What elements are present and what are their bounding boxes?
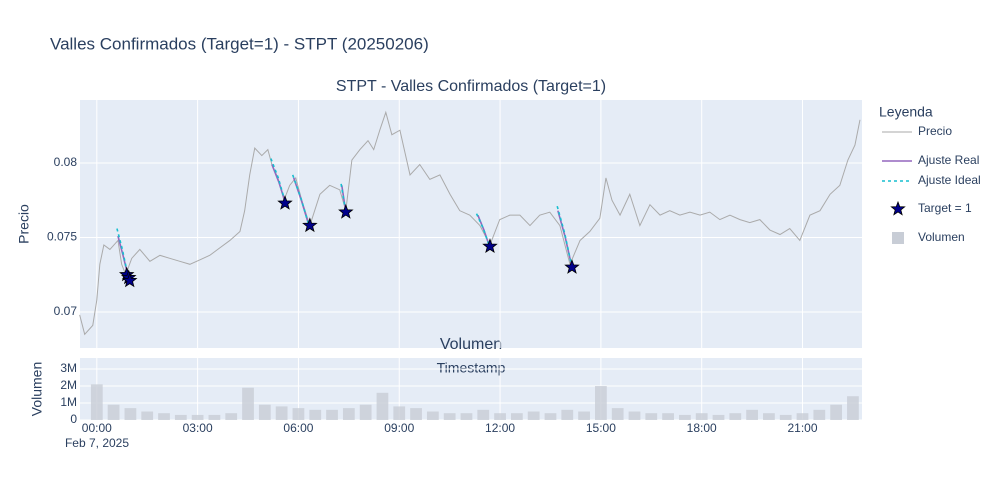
volume-bar	[796, 413, 809, 420]
target-marker	[302, 217, 318, 233]
subplot-title: STPT - Valles Confirmados (Target=1)	[336, 78, 606, 95]
target-marker	[564, 259, 580, 274]
volume-bar	[712, 414, 725, 420]
volume-bar	[191, 414, 204, 420]
volume-bar	[326, 409, 338, 420]
volume-bar	[359, 404, 372, 420]
volume-bar	[510, 413, 523, 420]
volume-bar	[393, 406, 406, 420]
volume-bar	[275, 406, 288, 420]
marks	[79, 110, 861, 420]
volume-bar	[611, 408, 624, 420]
volume-bar	[141, 411, 154, 420]
legend-label: Precio	[918, 124, 952, 138]
legend: Precio Ajuste Real Ajuste Ideal Target = 1 V…	[882, 124, 981, 244]
volume-bar	[813, 409, 826, 420]
legend-label: Ajuste Ideal	[918, 173, 981, 187]
volume-bar	[729, 413, 742, 420]
volume-bar	[662, 413, 674, 420]
grid: 00:00 03:00 06:00 09:00 12:00 15:00 18:00 21:00…	[47, 100, 862, 435]
volume-bar	[309, 409, 322, 420]
volume-bar	[208, 414, 221, 420]
volume-bar	[242, 387, 254, 420]
volume-bar	[645, 413, 658, 420]
volume-bar	[695, 413, 708, 420]
target-marker	[277, 195, 293, 210]
legend-label: Ajuste Real	[918, 153, 979, 167]
legend-label: Volumen	[918, 230, 965, 244]
volume-bar	[426, 411, 439, 420]
volume-bar	[746, 409, 758, 420]
x-tick-label: 09:00	[384, 421, 414, 435]
volume-bar	[477, 409, 490, 420]
y-tick-label: 2M	[60, 378, 77, 392]
volume-bar	[494, 413, 506, 420]
volume-bar	[628, 411, 641, 420]
volume-bar	[779, 414, 792, 420]
x-axis-title: Timestamp	[437, 360, 506, 376]
volume-bar	[342, 408, 355, 420]
target-marker	[338, 204, 354, 219]
legend-label: Target = 1	[918, 201, 972, 215]
volume-bar	[561, 409, 574, 420]
volume-bar	[376, 392, 389, 420]
volume-bar	[90, 384, 103, 420]
y-tick-label: 1M	[60, 395, 77, 409]
ideal-fit-line	[116, 158, 573, 275]
y-tick-label: 0	[70, 412, 77, 426]
y-tick-label: 0.08	[54, 155, 78, 169]
legend-symbol	[892, 232, 904, 244]
x-tick-label: 03:00	[183, 421, 213, 435]
x-tick-label: 12:00	[485, 421, 515, 435]
volume-bar	[763, 413, 775, 420]
x-tick-label: 15:00	[586, 421, 616, 435]
target-marker	[121, 272, 138, 288]
volume-bar	[225, 413, 238, 420]
y-tick-label: 3M	[60, 361, 77, 375]
volume-bar	[258, 404, 271, 420]
volume-bar	[174, 414, 187, 420]
volume-bar	[595, 386, 607, 420]
x-tick-label: 00:00	[82, 421, 112, 435]
volume-bar	[830, 404, 843, 420]
figure-title: Valles Confirmados (Target=1) - STPT (20…	[50, 34, 429, 53]
volume-bar	[107, 404, 120, 420]
volume-bar	[124, 408, 137, 420]
volume-bar	[460, 413, 473, 420]
y-tick-label: 0.07	[54, 304, 78, 318]
volume-subplot-title: Volumen	[440, 336, 502, 353]
target-marker	[482, 238, 498, 254]
volume-plot-area	[80, 358, 862, 420]
x-tick-label: 18:00	[687, 421, 717, 435]
volume-bar	[410, 408, 422, 420]
x-tick-label: 21:00	[788, 421, 818, 435]
price-line	[79, 110, 861, 336]
volume-bar	[544, 413, 557, 420]
price-plot-area	[80, 100, 862, 348]
volume-bar	[679, 414, 691, 420]
legend-title: Leyenda	[879, 104, 933, 120]
y-axis-title: Precio	[16, 204, 32, 244]
date-label: Feb 7, 2025	[65, 436, 129, 450]
volume-bar	[292, 408, 305, 420]
volume-bar	[158, 413, 170, 420]
volume-bar	[578, 411, 590, 420]
volume-bar	[443, 413, 456, 420]
volume-bar	[847, 396, 859, 420]
y-tick-label: 0.075	[47, 230, 77, 244]
legend-symbol	[890, 200, 906, 216]
volume-bar	[527, 411, 540, 420]
volume-axis-title: Volumen	[29, 362, 45, 416]
x-tick-label: 06:00	[283, 421, 313, 435]
